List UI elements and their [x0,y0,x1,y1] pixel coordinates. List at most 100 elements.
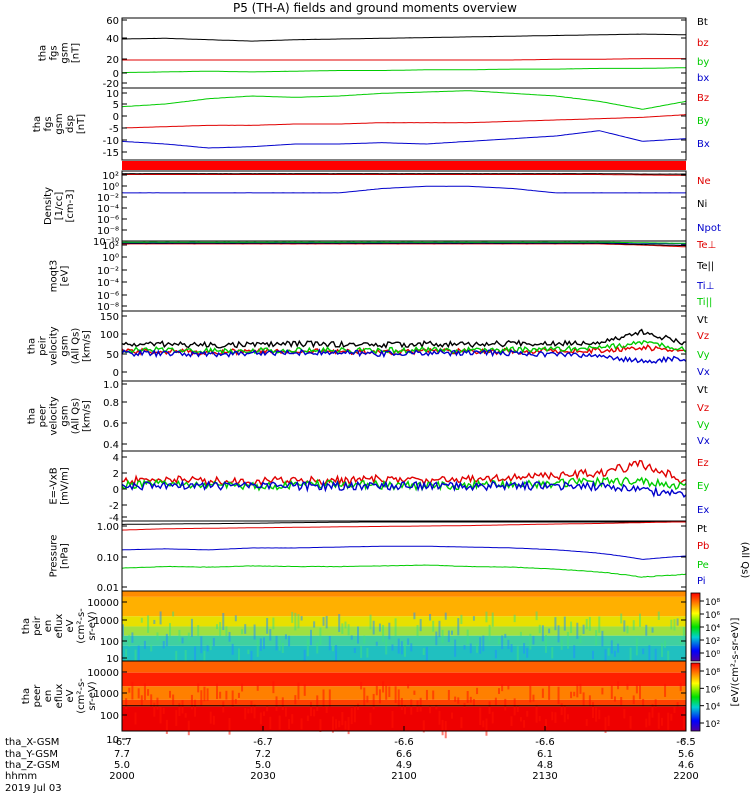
heatmap-cell [410,699,413,715]
heatmap-cell [366,647,369,658]
heatmap-cell [679,682,682,692]
legend-entry: Vx [697,367,710,378]
heatmap-cell [460,717,463,729]
heatmap-cell [263,711,265,716]
legend-entry: Bx [697,139,710,150]
heatmap-cell [501,635,504,650]
heatmap-cell [184,649,187,663]
y-tick-label: 0.4 [103,440,119,451]
heatmap-cell [222,701,225,713]
series-line-by [122,67,686,74]
y-axis-label: peir [32,615,43,635]
colorbar [690,592,701,662]
heatmap-cell [175,650,178,664]
heatmap-cell [143,640,146,649]
heatmap-cell [419,618,422,632]
heatmap-cell [654,648,657,664]
y-axis-label: eflux [54,684,65,709]
heatmap-cell [425,689,428,700]
heatmap-cell [451,630,453,635]
legend-entry: Pb [697,541,709,552]
series-line-bz [122,114,687,129]
heatmap-cell [128,634,131,647]
y-axis-label: eflux [54,614,65,639]
x-row-value: 4.9 [396,760,412,771]
heatmap-cell [278,639,281,651]
y-axis-label: tha [27,338,38,354]
heatmap-cell [651,703,654,718]
heatmap-cell [378,689,381,704]
heatmap-cell [585,618,588,630]
y-tick-label: 10² [102,171,119,182]
y-axis-label: tha [38,45,49,61]
heatmap-cell [535,704,538,723]
heatmap-cell [162,707,165,714]
heatmap-cell [570,691,573,699]
y-axis-label: peir [38,335,49,355]
heatmap-cell [472,616,475,621]
heatmap-cell [682,711,685,729]
heatmap-cell [360,645,363,658]
heatmap-cell [660,643,663,658]
series-line-bz [122,58,686,61]
y-tick-label: -5 [109,124,119,135]
y-tick-label: 1000 [94,616,119,627]
series-line-vx [121,348,687,364]
heatmap-cell [519,631,522,636]
heatmap-cell [266,617,269,634]
heatmap-cell [407,638,410,645]
series-line-te [122,242,687,247]
heatmap-cell [491,711,494,724]
heatmap-cell [147,689,150,696]
heatmap-cell [529,633,532,650]
heatmap-cell [303,684,306,696]
heatmap-cell [676,618,679,626]
y-axis-label: [nPa] [60,543,71,569]
heatmap-cell [438,710,441,725]
heatmap-cell [673,707,676,714]
heatmap-cell [535,611,538,621]
heatmap-cell [447,689,450,701]
y-tick-label: 40 [106,34,119,45]
series-line-pe [121,564,687,578]
heatmap-cell [642,698,645,707]
heatmap-cell [466,629,469,644]
heatmap-cell [219,621,222,637]
heatmap-cell [654,699,657,708]
y-axis-label: gsm [60,405,71,426]
heatmap-cell [378,623,381,632]
heatmap-cell [670,713,673,721]
heatmap-cell [469,643,472,654]
heatmap-cell [498,688,500,694]
legend-entry: Vt [697,315,708,326]
heatmap-cell [664,683,667,697]
heatmap-cell [209,711,212,724]
heatmap-cell [476,687,479,695]
heatmap-cell [479,707,482,726]
heatmap-cell [532,635,535,645]
heatmap-cell [363,687,366,706]
heatmap-cell [573,691,576,697]
heatmap-cell [400,697,403,711]
colorbar-tick-label: 10² [705,720,720,730]
panel-5: 150 100 50 0 tha peir velocity gsm (All Qs) [km/s… [27,310,710,382]
heatmap-cell [664,640,667,648]
heatmap-cell [259,638,262,651]
heatmap-cell [256,684,259,691]
legend-entry: Pi [697,576,706,587]
heatmap-cell [187,632,190,641]
heatmap-cell [632,695,635,705]
y-tick-label: 10⁻⁶ [97,291,119,302]
heatmap-cell [247,708,250,714]
heatmap-cell [165,633,168,647]
legend-entry: Vy [697,420,710,431]
heatmap-band [122,686,686,700]
series-line-pb [121,521,686,531]
legend-entry: Ti⊥ [696,281,714,292]
y-axis-label: sr-eV) [87,611,98,640]
heatmap-cell [137,688,140,699]
colorbar [690,662,701,732]
y-tick-label: 10² [102,241,119,252]
heatmap-cell [178,629,181,642]
heatmap-cell [620,613,623,624]
